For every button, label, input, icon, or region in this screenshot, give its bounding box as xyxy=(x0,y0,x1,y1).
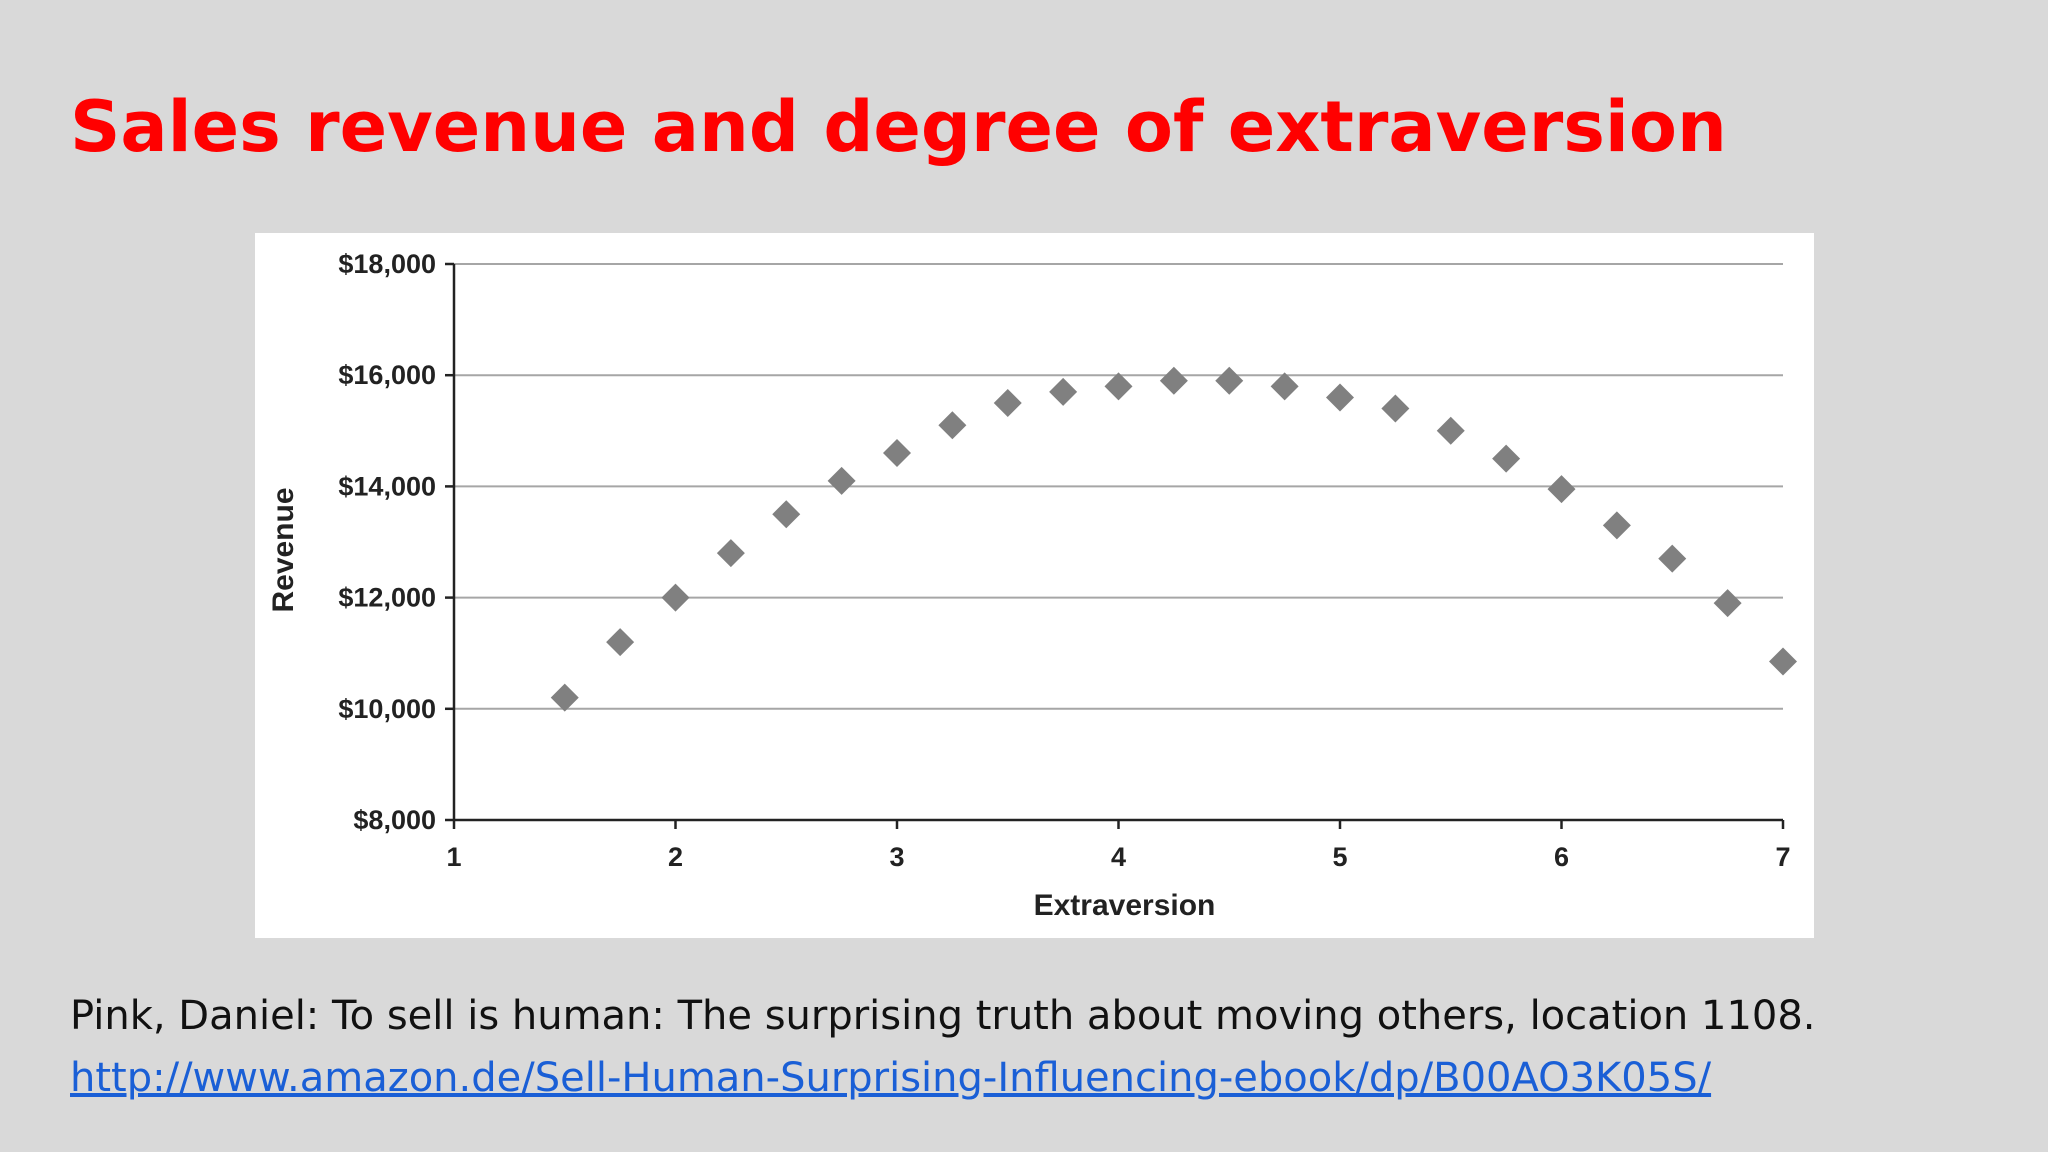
x-tick-label: 2 xyxy=(668,842,683,872)
data-point xyxy=(1602,511,1631,540)
y-tick-label: $18,000 xyxy=(338,249,436,279)
data-point xyxy=(1104,372,1133,401)
data-point xyxy=(1270,372,1299,401)
data-point xyxy=(1049,377,1078,406)
data-point xyxy=(938,411,967,440)
slide-title: Sales revenue and degree of extraversion xyxy=(70,86,1727,168)
citation: Pink, Daniel: To sell is human: The surp… xyxy=(70,985,1816,1109)
data-point xyxy=(1547,475,1576,504)
x-tick-label: 4 xyxy=(1111,842,1126,872)
y-tick-label: $12,000 xyxy=(338,583,436,613)
data-point xyxy=(1436,416,1465,445)
x-tick-label: 7 xyxy=(1775,842,1790,872)
data-point xyxy=(1492,444,1521,473)
source-link[interactable]: http://www.amazon.de/Sell-Human-Surprisi… xyxy=(70,1055,1712,1101)
data-point xyxy=(1713,589,1742,618)
data-point xyxy=(1769,647,1797,676)
citation-text: Pink, Daniel: To sell is human: The surp… xyxy=(70,993,1816,1039)
data-point xyxy=(1381,394,1410,423)
data-point xyxy=(661,583,690,612)
x-tick-label: 3 xyxy=(889,842,904,872)
y-tick-label: $14,000 xyxy=(338,471,436,501)
y-tick-label: $10,000 xyxy=(338,694,436,724)
data-point xyxy=(1326,383,1354,412)
chart-panel: $8,000 $10,000 $12,000 $14,000 $16,000 $18,00… xyxy=(255,233,1814,938)
data-point xyxy=(772,500,801,529)
data-point xyxy=(993,389,1022,417)
scatter-chart: $8,000 $10,000 $12,000 $14,000 $16,000 $18,00… xyxy=(267,249,1797,922)
x-axis-title: Extraversion xyxy=(1034,889,1216,922)
x-tick-label: 6 xyxy=(1554,842,1569,872)
data-point xyxy=(1658,544,1687,573)
y-tick-label: $16,000 xyxy=(338,360,436,390)
y-axis-title: Revenue xyxy=(267,487,300,612)
y-tick-label: $8,000 xyxy=(353,805,436,835)
data-point xyxy=(1159,366,1188,395)
x-tick-label: 5 xyxy=(1332,842,1347,872)
data-point xyxy=(827,466,856,495)
data-point xyxy=(1215,366,1244,395)
data-point xyxy=(606,628,635,657)
x-tick-label: 1 xyxy=(446,842,461,872)
data-point xyxy=(716,539,745,568)
data-point xyxy=(550,683,579,712)
data-point xyxy=(883,439,911,468)
